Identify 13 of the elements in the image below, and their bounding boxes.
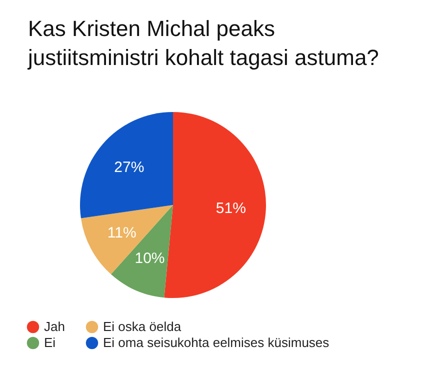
pie-slice: [110, 205, 173, 298]
data-label: 27%: [114, 159, 144, 176]
legend-label: Ei: [44, 335, 56, 350]
pie-slice: [164, 112, 266, 298]
pie-slice: [80, 205, 173, 274]
legend-label: Ei oska öelda: [103, 319, 182, 334]
legend-label: Jah: [44, 319, 65, 334]
data-label: 51%: [216, 200, 246, 217]
pie-slice: [80, 112, 173, 218]
data-label: 10%: [134, 250, 165, 268]
data-label: 11%: [107, 224, 136, 242]
chart-title: Kas Kristen Michal peaks justiitsministri kohalt tagasi astuma?: [28, 15, 380, 72]
legend-label: Ei oma seisukohta eelmises küsimuses: [103, 335, 330, 350]
